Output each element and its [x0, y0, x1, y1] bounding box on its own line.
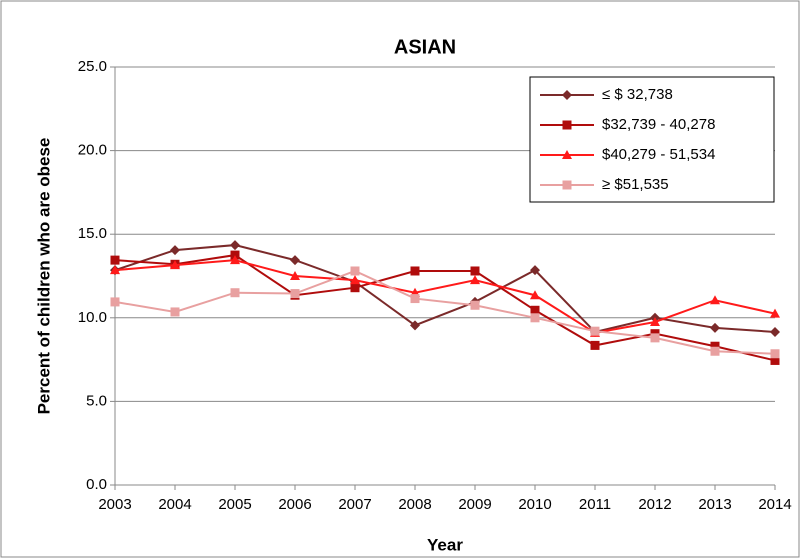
data-point — [530, 265, 540, 276]
x-tick-label: 2012 — [638, 496, 671, 513]
x-tick-label: 2010 — [518, 496, 551, 513]
x-tick-label: 2004 — [158, 496, 191, 513]
y-tick-label: 10.0 — [78, 309, 107, 326]
data-point — [590, 326, 600, 336]
data-point — [710, 322, 720, 333]
y-tick-label: 0.0 — [86, 476, 107, 493]
data-point — [410, 320, 420, 331]
data-point — [770, 355, 780, 365]
y-tick-label: 20.0 — [78, 142, 107, 159]
data-point — [230, 240, 240, 251]
data-point — [230, 255, 240, 265]
legend-label: ≥ $51,535 — [602, 176, 669, 193]
data-point — [230, 288, 240, 298]
data-point — [110, 265, 120, 275]
x-tick-label: 2008 — [398, 496, 431, 513]
data-point — [290, 271, 300, 280]
data-point — [710, 346, 720, 356]
data-point — [110, 297, 120, 307]
data-point — [770, 349, 780, 359]
x-tick-label: 2005 — [218, 496, 251, 513]
data-point — [230, 250, 240, 260]
data-point — [530, 305, 540, 315]
y-tick-label: 25.0 — [78, 58, 107, 75]
data-point — [470, 275, 480, 285]
data-point — [530, 313, 540, 323]
data-point — [470, 266, 480, 276]
legend-label: $40,279 - 51,534 — [602, 146, 715, 163]
series-line — [114, 259, 776, 334]
data-point — [470, 300, 480, 310]
data-point — [110, 255, 120, 265]
data-point — [770, 308, 780, 318]
y-axis-label: Percent of children who are obese — [34, 138, 53, 415]
legend-label: $32,739 - 40,278 — [602, 116, 715, 133]
data-point — [650, 316, 660, 326]
data-point — [170, 307, 180, 317]
x-tick-label: 2006 — [278, 496, 311, 513]
y-tick-label: 15.0 — [78, 225, 107, 242]
data-point — [710, 341, 720, 351]
x-tick-label: 2014 — [758, 496, 791, 513]
legend-marker — [562, 180, 572, 190]
legend-marker — [562, 120, 572, 130]
x-tick-label: 2009 — [458, 496, 491, 513]
series-line — [114, 269, 776, 355]
data-point — [590, 340, 600, 350]
legend-label: ≤ $ 32,738 — [602, 86, 673, 103]
data-point — [350, 275, 360, 285]
data-point — [290, 255, 300, 266]
series-line — [114, 254, 776, 362]
chart-title: ASIAN — [394, 36, 456, 58]
legend-marker — [562, 150, 572, 159]
x-tick-label: 2013 — [698, 496, 731, 513]
x-axis-label: Year — [427, 535, 463, 554]
data-point — [290, 289, 300, 299]
data-point — [650, 333, 660, 343]
x-tick-label: 2003 — [98, 496, 131, 513]
data-point — [350, 283, 360, 293]
data-point — [410, 294, 420, 304]
data-point — [170, 245, 180, 256]
y-tick-label: 5.0 — [86, 392, 107, 409]
data-point — [350, 266, 360, 276]
series-line — [114, 244, 776, 334]
legend-marker — [562, 90, 572, 100]
data-point — [530, 290, 540, 300]
x-tick-label: 2011 — [579, 496, 611, 513]
data-point — [410, 266, 420, 276]
x-tick-label: 2007 — [338, 496, 371, 513]
data-point — [170, 260, 180, 270]
data-point — [710, 295, 720, 305]
data-point — [770, 327, 780, 338]
